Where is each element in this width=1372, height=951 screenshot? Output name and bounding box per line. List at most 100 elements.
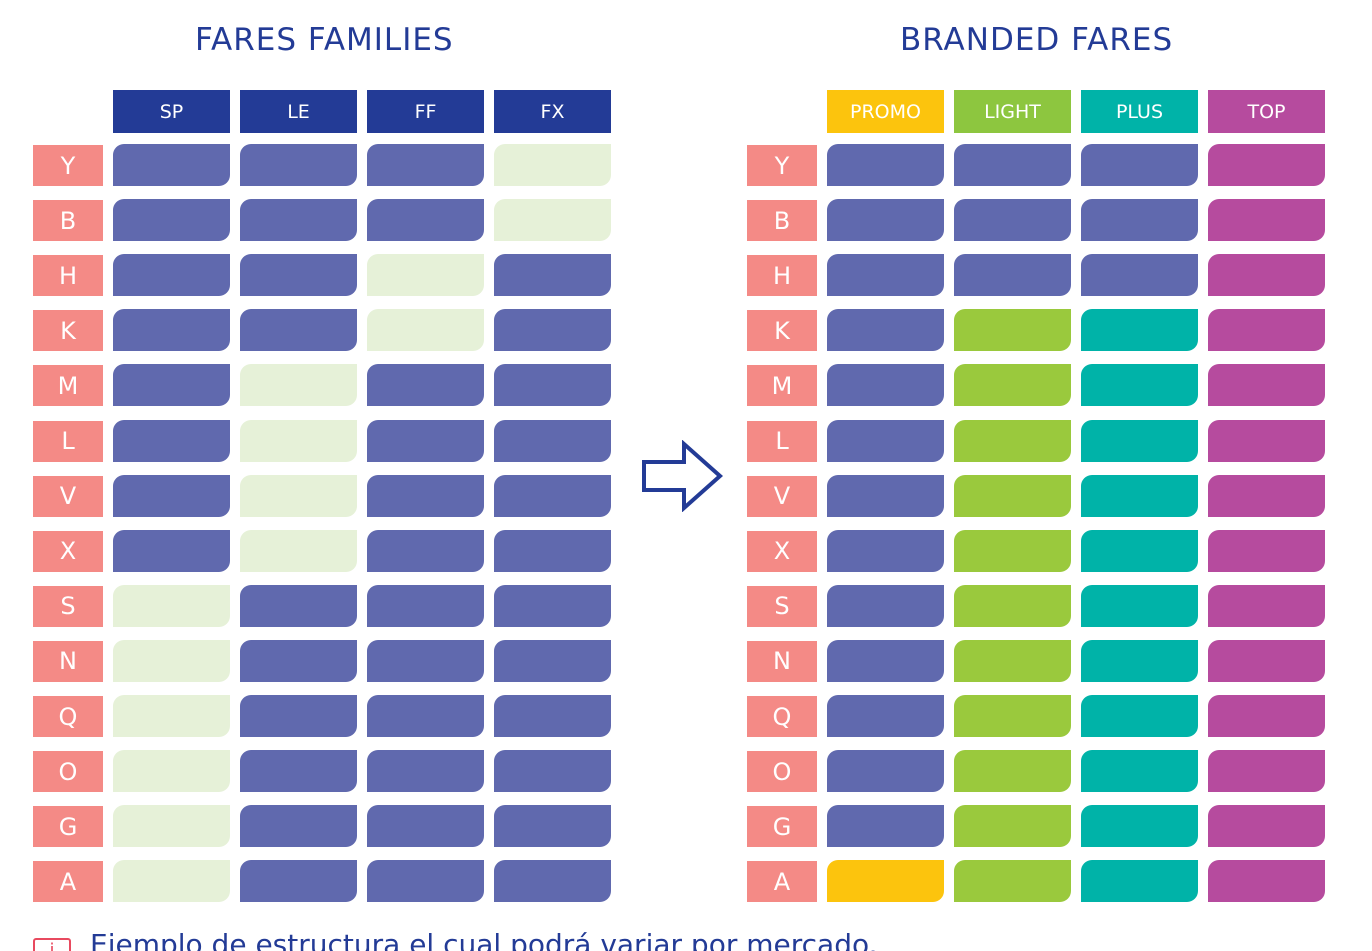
row-label-m: M [747,365,817,407]
branded-cell [1208,695,1325,737]
row-label-s: S [747,585,817,627]
branded-cell [1081,144,1198,186]
row-label-h: H [747,255,817,297]
branded-cell [954,364,1071,407]
row-label-k: K [33,310,103,352]
fare-cell [494,584,611,627]
fare-cell [240,639,357,682]
branded-cell [1208,805,1325,848]
fare-cell [240,584,357,627]
branded-cell [954,584,1071,627]
row-label-n: N [747,640,817,682]
fare-cell [113,860,230,903]
column-header-fx: FX [494,90,611,133]
branded-cell [1208,529,1325,572]
column-header-le: LE [240,90,357,133]
fare-cell [113,309,230,352]
right-arrow-outline-icon [642,440,724,512]
row-label-o: O [33,751,103,793]
row-label-g: G [33,806,103,848]
branded-cell [827,805,944,848]
branded-cell [1208,860,1325,903]
branded-cell [1081,309,1198,352]
fare-cell [240,419,357,462]
branded-cell [1081,199,1198,242]
column-header-sp: SP [113,90,230,133]
branded-cell [1208,419,1325,462]
branded-cell [1081,860,1198,903]
row-label-q: Q [747,696,817,737]
column-header-ff: FF [367,90,484,133]
fare-cell [113,144,230,186]
column-header-top: TOP [1208,90,1325,133]
branded-cell [954,639,1071,682]
branded-cell [1208,584,1325,627]
fare-cell [494,639,611,682]
branded-cell [954,750,1071,793]
fare-cell [240,750,357,793]
fare-cell [494,199,611,242]
fare-cell [113,199,230,242]
branded-cell [827,639,944,682]
fare-cell [240,309,357,352]
fare-cell [240,860,357,903]
row-label-q: Q [33,696,103,737]
fare-cell [367,529,484,572]
fare-cell [113,584,230,627]
fare-cell [494,860,611,903]
note-text: Ejemplo de estructura el cual podrá vari… [90,928,878,951]
branded-cell [954,199,1071,242]
column-header-promo: PROMO [827,90,944,133]
branded-cell [827,254,944,297]
fare-cell [494,364,611,407]
row-label-x: X [747,530,817,572]
fare-cell [367,254,484,297]
row-label-l: L [33,420,103,462]
fare-cell [494,695,611,737]
fare-cell [240,529,357,572]
branded-cell [1081,474,1198,517]
fare-cell [113,474,230,517]
fare-cell [240,805,357,848]
branded-cell [1208,364,1325,407]
branded-cell [827,419,944,462]
fare-cell [113,364,230,407]
fare-cell [367,639,484,682]
fare-cell [367,750,484,793]
branded-cell [827,860,944,903]
fare-cell [367,695,484,737]
fare-cell [113,805,230,848]
fares-families-title: FARES FAMILIES [195,22,454,58]
fare-cell [494,805,611,848]
branded-cell [1208,639,1325,682]
fare-cell [494,309,611,352]
branded-cell [827,750,944,793]
branded-cell [827,199,944,242]
branded-cell [1081,805,1198,848]
row-label-a: A [747,861,817,903]
row-label-m: M [33,365,103,407]
branded-cell [1081,584,1198,627]
fare-cell [494,254,611,297]
fare-cell [367,805,484,848]
fare-cell [494,529,611,572]
fare-cell [367,584,484,627]
fare-cell [367,309,484,352]
fare-cell [367,474,484,517]
branded-cell [827,695,944,737]
branded-fares-title: BRANDED FARES [900,22,1174,58]
branded-cell [954,419,1071,462]
row-label-l: L [747,420,817,462]
row-label-s: S [33,585,103,627]
branded-cell [1081,639,1198,682]
row-label-v: V [747,475,817,517]
row-label-g: G [747,806,817,848]
fare-cell [113,639,230,682]
fare-cell [240,695,357,737]
fare-cell [367,419,484,462]
fare-cell [113,254,230,297]
fare-cell [367,364,484,407]
branded-cell [954,529,1071,572]
branded-cell [954,860,1071,903]
row-label-y: Y [33,145,103,186]
